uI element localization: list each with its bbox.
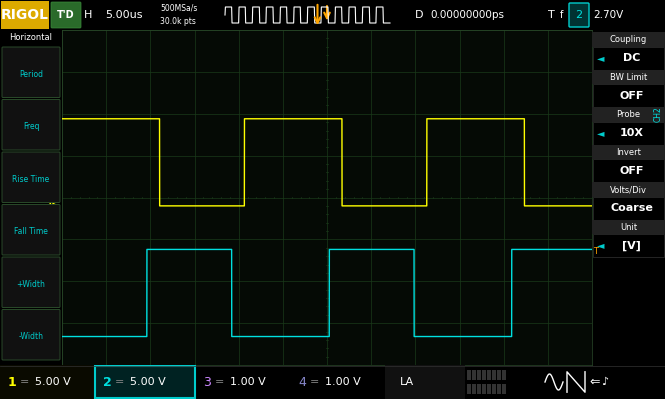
Text: 0.00000000ps: 0.00000000ps [430,10,504,20]
Text: 5.00us: 5.00us [105,10,142,20]
Bar [593,197,664,219]
Text: ◄: ◄ [597,241,604,251]
Text: f: f [560,10,563,20]
Text: CH2: CH2 [654,106,663,122]
Bar [593,47,664,69]
FancyBboxPatch shape [51,2,81,28]
FancyBboxPatch shape [2,47,60,97]
Text: 500MSa/s: 500MSa/s [160,4,198,13]
Text: DC: DC [623,53,640,63]
Text: 30.0k pts: 30.0k pts [160,17,196,26]
Text: 2: 2 [103,375,112,389]
Text: 1: 1 [8,375,17,389]
Bar [482,370,485,380]
Text: 1.00 V: 1.00 V [325,377,360,387]
Bar [492,384,495,394]
Bar [592,107,665,122]
Bar [472,384,475,394]
Bar [0,365,95,399]
Bar [467,370,471,380]
Bar [472,370,475,380]
Text: -Width: -Width [19,332,43,341]
Bar [592,69,665,84]
Bar [502,370,505,380]
Text: =: = [310,377,319,387]
Text: T: T [593,247,598,256]
Bar [492,370,495,380]
Bar [487,384,491,394]
FancyBboxPatch shape [2,310,60,360]
Text: 5.00 V: 5.00 V [35,377,70,387]
Bar [593,159,664,182]
Text: =: = [115,377,124,387]
Text: [V]: [V] [622,241,641,251]
Bar [487,370,491,380]
Text: Freq: Freq [23,122,39,131]
Text: OFF: OFF [619,91,644,101]
Bar [592,219,665,234]
Text: 2: 2 [575,10,583,20]
Bar [592,144,665,159]
Text: Coupling: Coupling [610,35,647,44]
Text: RIGOL: RIGOL [1,8,49,22]
Text: H: H [84,10,92,20]
Text: 2.70V: 2.70V [593,10,623,20]
Bar [477,384,481,394]
FancyBboxPatch shape [2,99,60,150]
Bar [95,366,195,398]
Text: Fall Time: Fall Time [14,227,48,236]
Text: 5.00 V: 5.00 V [130,377,166,387]
Text: Unit: Unit [620,223,637,231]
Text: Volts/Div: Volts/Div [610,185,647,194]
Bar [482,384,485,394]
Text: 2: 2 [46,332,53,341]
Text: T'D: T'D [57,10,74,20]
Text: T: T [595,245,600,254]
Bar [593,84,664,107]
Text: 3: 3 [203,375,211,389]
Bar [497,370,501,380]
Text: 1: 1 [46,201,53,210]
Text: =: = [20,377,29,387]
Text: +Width: +Width [17,280,45,289]
Bar [467,384,471,394]
FancyBboxPatch shape [2,257,60,308]
Bar [593,234,664,257]
FancyBboxPatch shape [1,1,49,29]
Text: Horizontal: Horizontal [9,33,53,42]
Text: =: = [215,377,224,387]
Text: Probe: Probe [616,110,640,119]
Bar [497,384,501,394]
Text: ◄: ◄ [597,128,604,138]
Text: 10X: 10X [620,128,644,138]
Text: 1.00 V: 1.00 V [230,377,266,387]
Bar [592,32,665,47]
Text: Coarse: Coarse [610,203,653,213]
Text: LA: LA [400,377,414,387]
Text: Period: Period [19,70,43,79]
Bar [502,384,505,394]
Text: Invert: Invert [616,148,641,156]
Text: ◄: ◄ [597,53,604,63]
Text: D: D [415,10,424,20]
Text: ♪: ♪ [601,377,608,387]
Text: 4: 4 [298,375,306,389]
Bar [385,365,465,399]
FancyBboxPatch shape [2,205,60,255]
FancyBboxPatch shape [569,3,589,27]
Text: Rise Time: Rise Time [13,175,50,184]
Bar [477,370,481,380]
Text: BW Limit: BW Limit [610,73,647,81]
Text: T: T [548,10,555,20]
Text: ⇐: ⇐ [589,375,600,389]
Bar [592,182,665,197]
FancyBboxPatch shape [2,152,60,203]
Text: Period=20.65us: Period=20.65us [67,378,139,387]
Text: OFF: OFF [619,166,644,176]
Bar [593,122,664,144]
